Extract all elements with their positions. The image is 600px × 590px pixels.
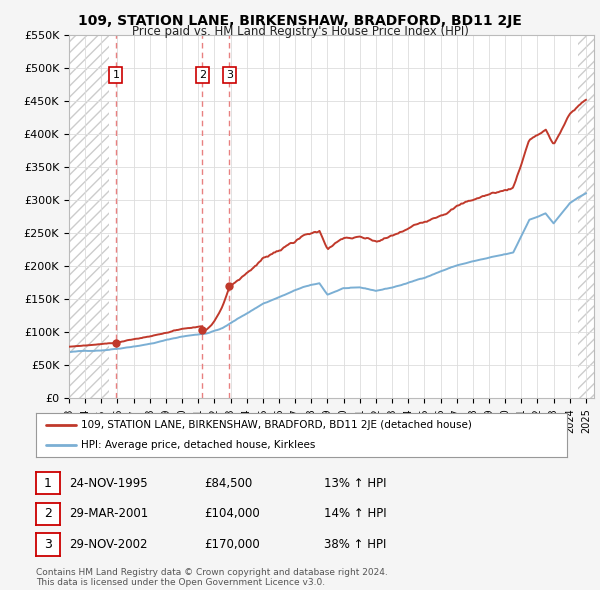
Text: 29-NOV-2002: 29-NOV-2002	[69, 538, 148, 551]
Text: 29-MAR-2001: 29-MAR-2001	[69, 507, 148, 520]
Text: 1: 1	[44, 477, 52, 490]
Text: 14% ↑ HPI: 14% ↑ HPI	[324, 507, 386, 520]
Text: 13% ↑ HPI: 13% ↑ HPI	[324, 477, 386, 490]
Text: 24-NOV-1995: 24-NOV-1995	[69, 477, 148, 490]
Text: 3: 3	[226, 70, 233, 80]
Text: Price paid vs. HM Land Registry's House Price Index (HPI): Price paid vs. HM Land Registry's House …	[131, 25, 469, 38]
Text: £104,000: £104,000	[204, 507, 260, 520]
Text: 3: 3	[44, 538, 52, 551]
Text: 38% ↑ HPI: 38% ↑ HPI	[324, 538, 386, 551]
Text: Contains HM Land Registry data © Crown copyright and database right 2024.
This d: Contains HM Land Registry data © Crown c…	[36, 568, 388, 587]
Text: 109, STATION LANE, BIRKENSHAW, BRADFORD, BD11 2JE: 109, STATION LANE, BIRKENSHAW, BRADFORD,…	[78, 14, 522, 28]
Text: £170,000: £170,000	[204, 538, 260, 551]
Text: 109, STATION LANE, BIRKENSHAW, BRADFORD, BD11 2JE (detached house): 109, STATION LANE, BIRKENSHAW, BRADFORD,…	[81, 420, 472, 430]
Text: 2: 2	[44, 507, 52, 520]
Text: £84,500: £84,500	[204, 477, 252, 490]
Text: 1: 1	[112, 70, 119, 80]
Text: HPI: Average price, detached house, Kirklees: HPI: Average price, detached house, Kirk…	[81, 440, 316, 450]
Text: 2: 2	[199, 70, 206, 80]
